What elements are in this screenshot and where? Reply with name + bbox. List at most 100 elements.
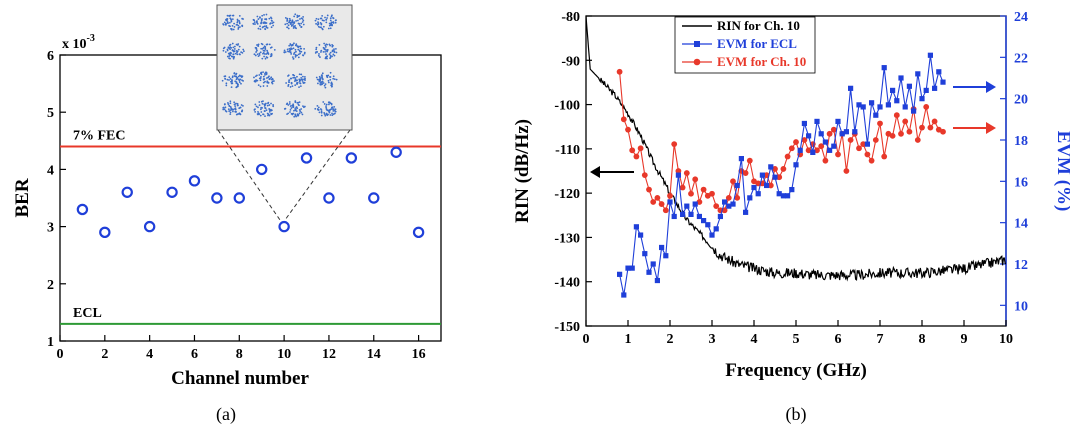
data-point: [658, 201, 665, 207]
constellation-dot: [264, 57, 267, 60]
constellation-dot: [236, 18, 239, 21]
constellation-dot: [236, 83, 239, 86]
data-point: [709, 190, 715, 197]
constellation-dot: [266, 49, 269, 52]
constellation-dot: [325, 74, 328, 77]
constellation-dot: [295, 115, 298, 118]
ber-points: [76, 146, 425, 239]
data-point: [902, 104, 908, 110]
y2-axis-title-b: EVM (%): [1053, 131, 1070, 212]
constellation-dot: [257, 106, 259, 109]
constellation-dot: [334, 110, 337, 113]
constellation-dot: [331, 45, 334, 48]
data-point: [822, 139, 828, 145]
constellation-dot: [258, 101, 261, 103]
constellation-dot: [234, 110, 237, 113]
constellation-dot: [324, 48, 327, 51]
data-point: [835, 118, 841, 124]
data-point: [713, 203, 720, 210]
data-point: [801, 137, 808, 143]
constellation-dot: [225, 22, 227, 25]
constellation-dot: [320, 26, 322, 29]
constellation-dot: [263, 45, 266, 48]
constellation-dot: [329, 51, 332, 54]
constellation-dot: [259, 28, 262, 31]
constellation-dot: [231, 79, 233, 81]
x-axis-title-b: Frequency (GHz): [725, 360, 867, 381]
constellation-dot: [236, 51, 238, 54]
constellation-dot: [290, 107, 293, 109]
constellation-dot: [265, 53, 268, 55]
data-point: [919, 96, 925, 102]
constellation-dot: [238, 81, 241, 84]
data-point: [797, 147, 803, 153]
data-point: [688, 211, 694, 217]
constellation-dot: [268, 43, 271, 46]
data-point: [911, 108, 917, 114]
constellation-dot: [238, 14, 241, 17]
data-point: [780, 193, 786, 199]
constellation-dot: [242, 104, 244, 107]
data-point: [300, 152, 313, 164]
constellation-dot: [326, 48, 329, 51]
constellation-dot: [224, 109, 227, 112]
constellation-dot: [333, 105, 336, 108]
constellation-dot: [321, 19, 324, 22]
constellation-dot: [287, 104, 290, 106]
constellation-dot: [227, 102, 229, 104]
constellation-dot: [271, 22, 274, 25]
constellation-dot: [260, 47, 263, 50]
constellation-dot: [225, 84, 228, 87]
constellation-dot: [241, 110, 243, 113]
constellation-dot: [270, 102, 272, 105]
constellation-dot: [293, 115, 296, 118]
constellation-dot: [228, 21, 231, 24]
constellation-dot: [328, 103, 330, 106]
constellation-dot: [270, 46, 273, 49]
data-point: [616, 68, 623, 75]
constellation-dot: [259, 77, 262, 80]
data-point: [889, 132, 896, 139]
constellation-dot: [321, 72, 324, 75]
constellation-dot: [235, 81, 238, 84]
constellation-dot: [232, 110, 234, 113]
constellation-dot: [334, 47, 337, 50]
constellation-dot: [230, 28, 233, 31]
constellation-dot: [288, 79, 290, 82]
constellation-dot: [264, 74, 266, 76]
constellation-dot: [331, 24, 334, 26]
constellation-dot: [262, 52, 264, 55]
legend-item-rin: RIN for Ch. 10: [682, 18, 800, 33]
data-point: [827, 147, 833, 153]
constellation-dot: [262, 85, 265, 87]
constellation-dot: [238, 21, 241, 24]
constellation-dot: [304, 79, 306, 81]
constellation-dot: [301, 18, 304, 20]
data-point: [99, 226, 111, 239]
constellation-dot: [257, 45, 260, 47]
constellation-dot: [287, 24, 290, 27]
constellation-dot: [298, 101, 301, 104]
constellation-dot: [230, 20, 233, 23]
y-tick-label: -120: [554, 187, 580, 202]
constellation-dot: [328, 110, 330, 113]
data-point: [256, 163, 268, 176]
constellation-dot: [295, 20, 298, 22]
constellation-dot: [264, 107, 267, 110]
data-point: [705, 222, 711, 228]
constellation-dot: [301, 80, 304, 82]
data-point: [755, 191, 761, 197]
constellation-dot: [261, 14, 264, 17]
constellation-dot: [256, 113, 259, 115]
data-point: [713, 226, 719, 232]
constellation-dot: [236, 20, 239, 22]
constellation-dot: [289, 105, 292, 107]
data-point: [746, 157, 753, 164]
data-point: [650, 199, 657, 205]
data-point: [864, 151, 871, 158]
y-multiplier-base: x 10: [62, 37, 87, 52]
constellation-dot: [239, 53, 241, 56]
constellation-dot: [300, 50, 303, 53]
constellation-dot: [298, 104, 300, 107]
constellation-dot: [292, 106, 295, 108]
